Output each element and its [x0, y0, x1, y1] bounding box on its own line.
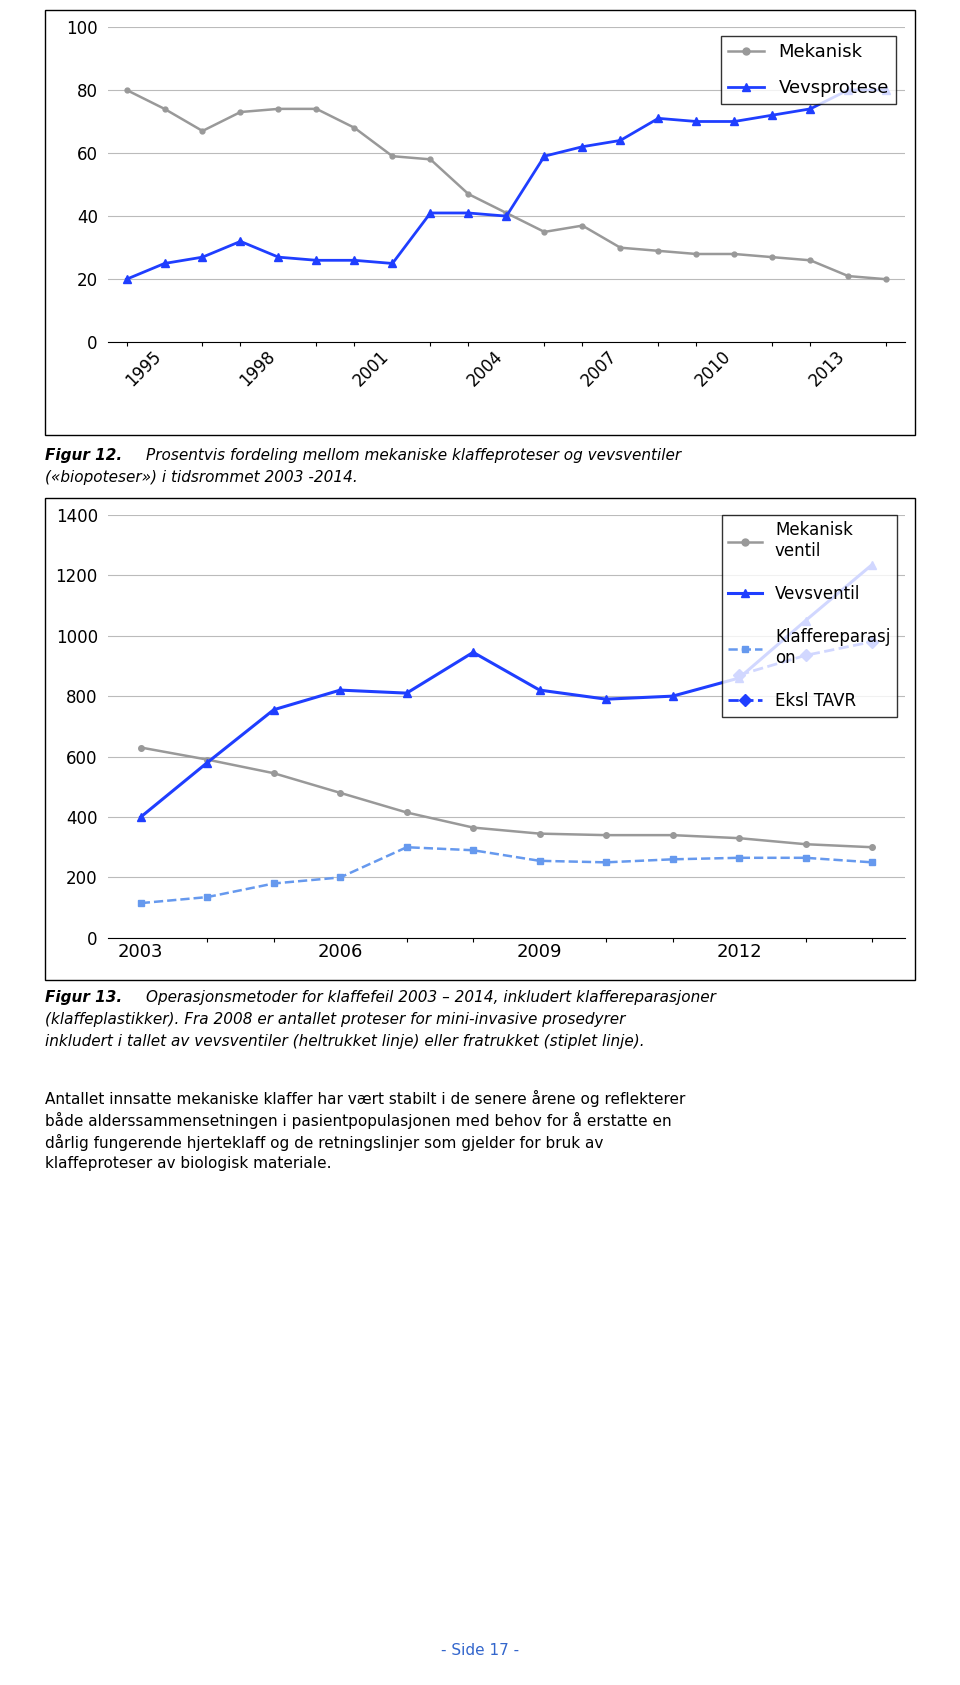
Text: både alderssammensetningen i pasientpopulasjonen med behov for å erstatte en: både alderssammensetningen i pasientpopu…	[45, 1112, 672, 1129]
Text: Figur 13.: Figur 13.	[45, 991, 122, 1004]
Text: dårlig fungerende hjerteklaff og de retningslinjer som gjelder for bruk av: dårlig fungerende hjerteklaff og de retn…	[45, 1134, 604, 1151]
Text: Operasjonsmetoder for klaffefeil 2003 – 2014, inkludert klaffereparasjoner: Operasjonsmetoder for klaffefeil 2003 – …	[146, 991, 716, 1004]
Text: klaffeproteser av biologisk materiale.: klaffeproteser av biologisk materiale.	[45, 1156, 331, 1171]
Text: Antallet innsatte mekaniske klaffer har vært stabilt i de senere årene og reflek: Antallet innsatte mekaniske klaffer har …	[45, 1090, 685, 1107]
Text: (klaffeplastikker). Fra 2008 er antallet proteser for mini-invasive prosedyrer: (klaffeplastikker). Fra 2008 er antallet…	[45, 1013, 626, 1026]
Text: Prosentvis fordeling mellom mekaniske klaffeproteser og vevsventiler: Prosentvis fordeling mellom mekaniske kl…	[146, 448, 681, 463]
Legend: Mekanisk, Vevsprotese: Mekanisk, Vevsprotese	[721, 35, 897, 104]
Text: («biopoteser») i tidsrommet 2003 -2014.: («biopoteser») i tidsrommet 2003 -2014.	[45, 470, 358, 485]
Text: - Side 17 -: - Side 17 -	[441, 1643, 519, 1658]
Text: Figur 12.: Figur 12.	[45, 448, 122, 463]
Legend: Mekanisk
ventil, Vevsventil, Klaffereparasj
on, Eksl TAVR: Mekanisk ventil, Vevsventil, Klafferepar…	[722, 514, 897, 716]
Text: inkludert i tallet av vevsventiler (heltrukket linje) eller fratrukket (stiplet : inkludert i tallet av vevsventiler (helt…	[45, 1035, 645, 1050]
